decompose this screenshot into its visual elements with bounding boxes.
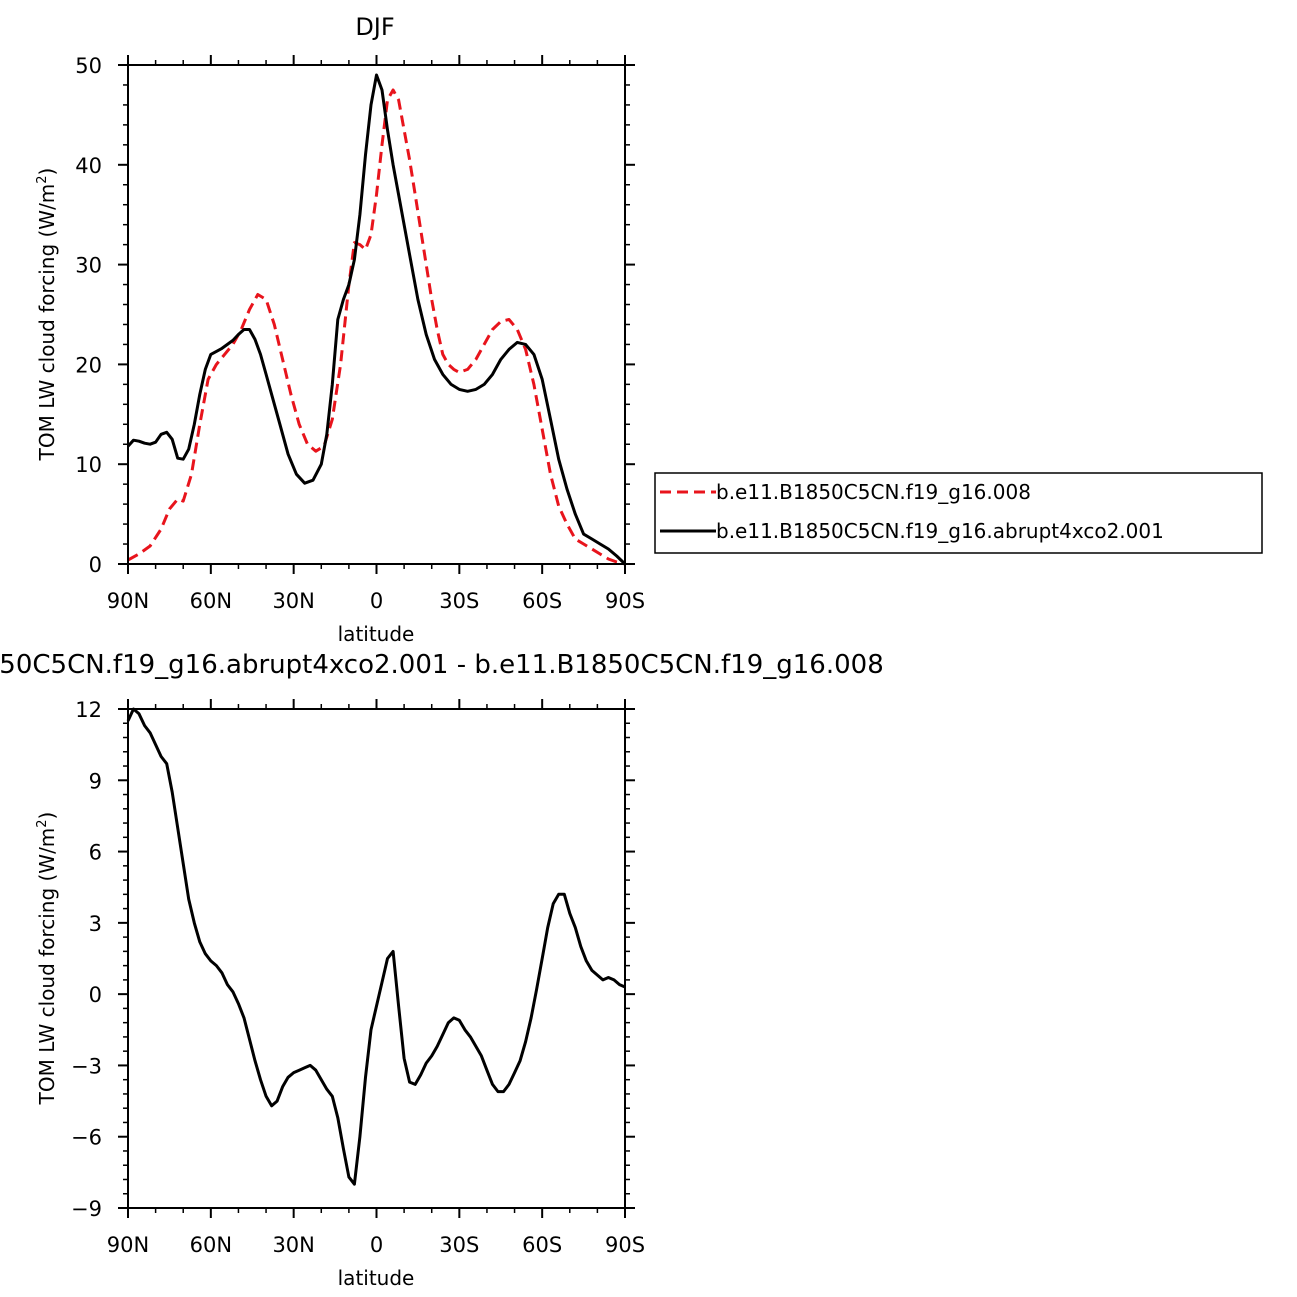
top-ytick-label: 30 (75, 254, 102, 278)
bottom-ytick-label: −6 (71, 1126, 102, 1150)
legend-label-abrupt4xco2: b.e11.B1850C5CN.f19_g16.abrupt4xco2.001 (716, 519, 1164, 543)
top-xtick-label: 30N (272, 589, 314, 613)
bottom-xtick-label: 60S (522, 1233, 562, 1257)
bottom-xtick-label: 60N (190, 1233, 232, 1257)
top-plot-frame (127, 64, 626, 565)
top-chart-ylabel-sup: 2 (35, 175, 50, 183)
top-series-line-0 (127, 88, 626, 566)
bottom-xtick-label: 30N (272, 1233, 314, 1257)
top-chart-legend: b.e11.B1850C5CN.f19_g16.008 b.e11.B1850C… (654, 472, 1263, 554)
top-xtick-label: 60S (522, 589, 562, 613)
bottom-chart-ylabel-tail: ) (35, 812, 59, 820)
bottom-ytick-label: 12 (75, 698, 102, 722)
bottom-chart-title: b.e11.B1850C5CN.f19_g16.abrupt4xco2.001 … (0, 650, 884, 680)
top-chart-title: DJF (355, 13, 394, 41)
bottom-series-line-0 (126, 707, 626, 1186)
top-xtick-label: 0 (370, 589, 383, 613)
top-xtick-label: 90N (107, 589, 149, 613)
top-ytick-label: 20 (75, 353, 102, 377)
top-ytick-label: 10 (75, 453, 102, 477)
top-chart-xlabel: latitude (338, 622, 415, 646)
bottom-plot-frame (127, 708, 626, 1209)
legend-label-control: b.e11.B1850C5CN.f19_g16.008 (716, 480, 1031, 504)
top-chart-ylabel: TOM LW cloud forcing (W/m2) (35, 168, 59, 462)
bottom-ytick-label: −3 (71, 1054, 102, 1078)
top-chart-ylabel-main: TOM LW cloud forcing (W/m (35, 184, 59, 462)
top-series-line-1 (126, 73, 627, 566)
top-ytick-label: 40 (75, 154, 102, 178)
bottom-chart-difference: b.e11.B1850C5CN.f19_g16.abrupt4xco2.001 … (0, 650, 884, 1290)
top-xtick-label: 60N (190, 589, 232, 613)
top-xtick-label: 90S (605, 589, 645, 613)
top-ytick-label: 50 (75, 54, 102, 78)
bottom-xtick-label: 30S (439, 1233, 479, 1257)
bottom-chart-ylabel: TOM LW cloud forcing (W/m2) (35, 812, 59, 1106)
bottom-ytick-label: 9 (89, 769, 102, 793)
bottom-ytick-label: −9 (71, 1197, 102, 1221)
top-chart-ylabel-tail: ) (35, 168, 59, 176)
bottom-ytick-label: 0 (89, 983, 102, 1007)
bottom-chart-ylabel-main: TOM LW cloud forcing (W/m (35, 828, 59, 1106)
bottom-ytick-label: 6 (89, 841, 102, 865)
bottom-chart-ylabel-sup: 2 (35, 819, 50, 827)
legend-box (654, 472, 1263, 554)
bottom-ytick-label: 3 (89, 912, 102, 936)
bottom-chart-plot-area: 90N 60N 30N 0 30S 60S 90S −9 −6 −3 0 3 6 9 12 (71, 698, 645, 1257)
bottom-chart-xlabel: latitude (338, 1266, 415, 1290)
bottom-xtick-label: 0 (370, 1233, 383, 1257)
top-ytick-label: 0 (89, 553, 102, 577)
top-xtick-label: 30S (439, 589, 479, 613)
top-chart-djf: DJF 90N 60N 30N 0 30S 60S 90S 0 10 20 30 40 50 latit… (35, 13, 1263, 646)
top-chart-plot-area: 90N 60N 30N 0 30S 60S 90S 0 10 20 30 40 50 (75, 54, 645, 613)
bottom-xtick-label: 90N (107, 1233, 149, 1257)
bottom-xtick-label: 90S (605, 1233, 645, 1257)
